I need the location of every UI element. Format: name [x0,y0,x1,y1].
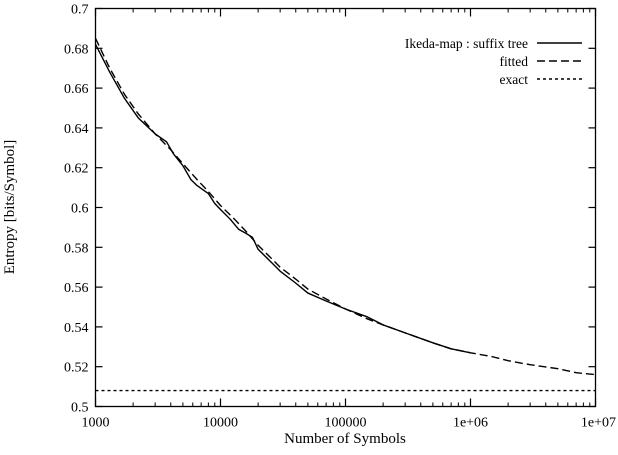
y-tick-label: 0.68 [64,42,89,57]
y-tick-label: 0.58 [64,241,89,256]
y-tick-label: 0.52 [64,361,89,376]
series-line-fitted [94,38,596,376]
legend-label-fitted: fitted [500,54,529,69]
x-tick-label: 1000 [82,416,110,431]
y-axis-title: Entropy [bits/Symbol] [2,140,18,275]
legend-label-ikeda-map-suffix-tree: Ikeda-map : suffix tree [405,36,528,51]
y-tick-label: 0.64 [64,122,89,137]
y-tick-label: 0.56 [64,281,89,296]
series-lines [94,38,596,392]
series-line-ikeda-map-suffix-tree [94,44,471,354]
axis-tick-labels: 0.5 0.52 0.54 0.56 0.58 0.6 0.62 0.64 0.66 0.68 0.… [64,3,616,431]
x-tick-label: 10000 [203,416,238,431]
legend: Ikeda-map : suffix tree fitted exact [405,36,582,87]
y-tick-label: 0.66 [64,82,89,97]
x-tick-label: 1e+06 [453,416,488,431]
y-tick-label: 0.6 [71,202,89,217]
axis-ticks [94,7,597,408]
y-tick-label: 0.62 [64,162,89,177]
y-tick-label: 0.5 [71,401,89,416]
x-tick-label: 100000 [325,416,367,431]
x-axis-title: Number of Symbols [284,431,406,447]
legend-label-exact: exact [500,72,529,87]
y-tick-label: 0.54 [64,321,89,336]
x-tick-label: 1e+07 [581,416,616,431]
y-tick-label: 0.7 [71,3,89,18]
